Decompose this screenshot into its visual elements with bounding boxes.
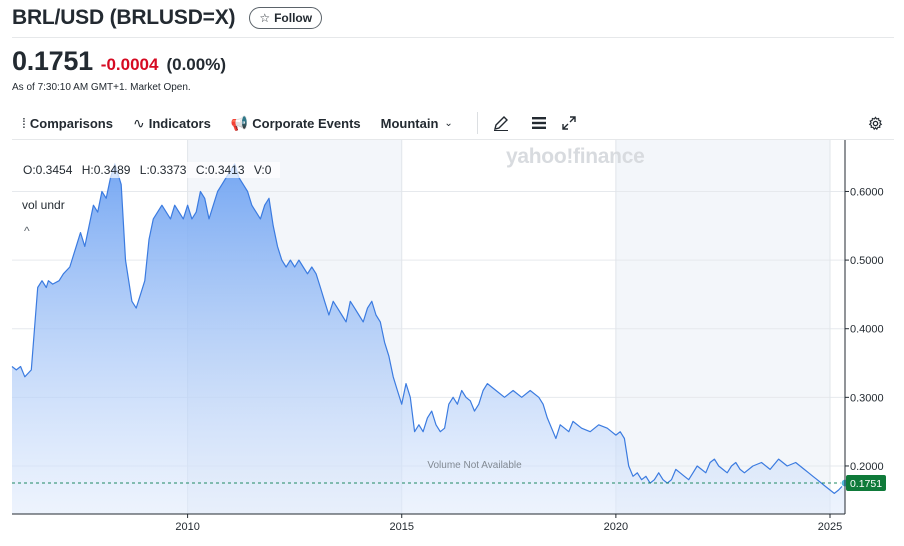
volume-underlay-label: vol undr — [22, 198, 65, 212]
star-icon: ☆ — [259, 11, 271, 25]
follow-button[interactable]: ☆ Follow — [249, 7, 323, 29]
follow-label: Follow — [274, 11, 313, 25]
header: BRL/USD (BRLUSD=X) ☆ Follow — [12, 6, 323, 30]
corporate-events-label: Corporate Events — [252, 115, 361, 131]
ohlc-close: C:0.3413 — [195, 163, 245, 177]
price-change-percent: (0.00%) — [166, 55, 226, 74]
toolbar-divider — [476, 112, 478, 134]
quote-timestamp: As of 7:30:10 AM GMT+1. Market Open. — [12, 82, 191, 93]
comparisons-button[interactable]: ⁞ Comparisons — [12, 108, 123, 138]
series-line — [11, 163, 846, 494]
ohlc-volume: V:0 — [253, 163, 272, 177]
divider — [12, 139, 894, 140]
expand-button[interactable] — [554, 108, 584, 138]
chart-toolbar: ⁞ Comparisons ∿ Indicators 📢 Corporate E… — [12, 108, 894, 138]
divider — [12, 37, 894, 38]
x-tick-label: 2020 — [604, 521, 628, 533]
price-change: -0.0004 — [100, 55, 159, 74]
y-tick-label: 0.5000 — [850, 255, 884, 267]
comparisons-label: Comparisons — [29, 115, 113, 131]
last-price-label: 0.1751 — [850, 478, 882, 490]
settings-button[interactable] — [860, 108, 890, 138]
y-tick-label: 0.3000 — [850, 392, 884, 404]
year-band — [615, 140, 831, 514]
chevron-down-icon: ⌄ — [444, 117, 453, 129]
ohlc-open: O:0.3454 — [23, 163, 73, 177]
gear-icon — [868, 115, 882, 130]
megaphone-icon: 📢 — [230, 114, 249, 131]
page-title: BRL/USD (BRLUSD=X) — [12, 6, 236, 29]
price-value: 0.1751 — [12, 46, 93, 76]
comparisons-icon: ⁞ — [22, 115, 26, 131]
chart-style-dropdown[interactable]: Mountain ⌄ — [371, 108, 463, 138]
corporate-events-button[interactable]: 📢 Corporate Events — [221, 108, 371, 138]
chart-style-label: Mountain — [380, 115, 439, 131]
x-tick-label: 2015 — [389, 521, 413, 533]
ohlc-readout: O:0.3454 H:0.3489 L:0.3373 C:0.3413 V:0 — [20, 162, 281, 178]
ohlc-low: L:0.3373 — [139, 163, 187, 177]
collapse-caret-icon[interactable]: ^ — [24, 224, 30, 238]
indicators-button[interactable]: ∿ Indicators — [123, 108, 221, 138]
y-tick-label: 0.2000 — [850, 461, 884, 473]
x-tick-label: 2025 — [818, 521, 842, 533]
y-tick-label: 0.6000 — [850, 186, 884, 198]
yahoo-finance-watermark: yahoo!finance — [506, 145, 645, 168]
draw-icon — [493, 116, 508, 131]
ohlc-high: H:0.3489 — [81, 163, 131, 177]
expand-icon — [562, 116, 576, 130]
volume-not-available-label: Volume Not Available — [427, 460, 522, 471]
draw-button[interactable] — [486, 108, 516, 138]
indicators-label: Indicators — [148, 115, 211, 131]
series-area — [12, 164, 845, 514]
menu-button[interactable] — [524, 108, 554, 138]
price-chart[interactable]: Volume Not Available 0.6000 0.5000 0.4000 0.… — [0, 140, 904, 546]
menu-icon — [531, 117, 546, 129]
x-tick-label: 2010 — [175, 521, 199, 533]
indicators-icon: ∿ — [132, 114, 145, 131]
quote-summary: 0.1751 -0.0004 (0.00%) — [12, 46, 226, 77]
y-tick-label: 0.4000 — [850, 324, 884, 336]
last-price-badge — [846, 475, 886, 492]
